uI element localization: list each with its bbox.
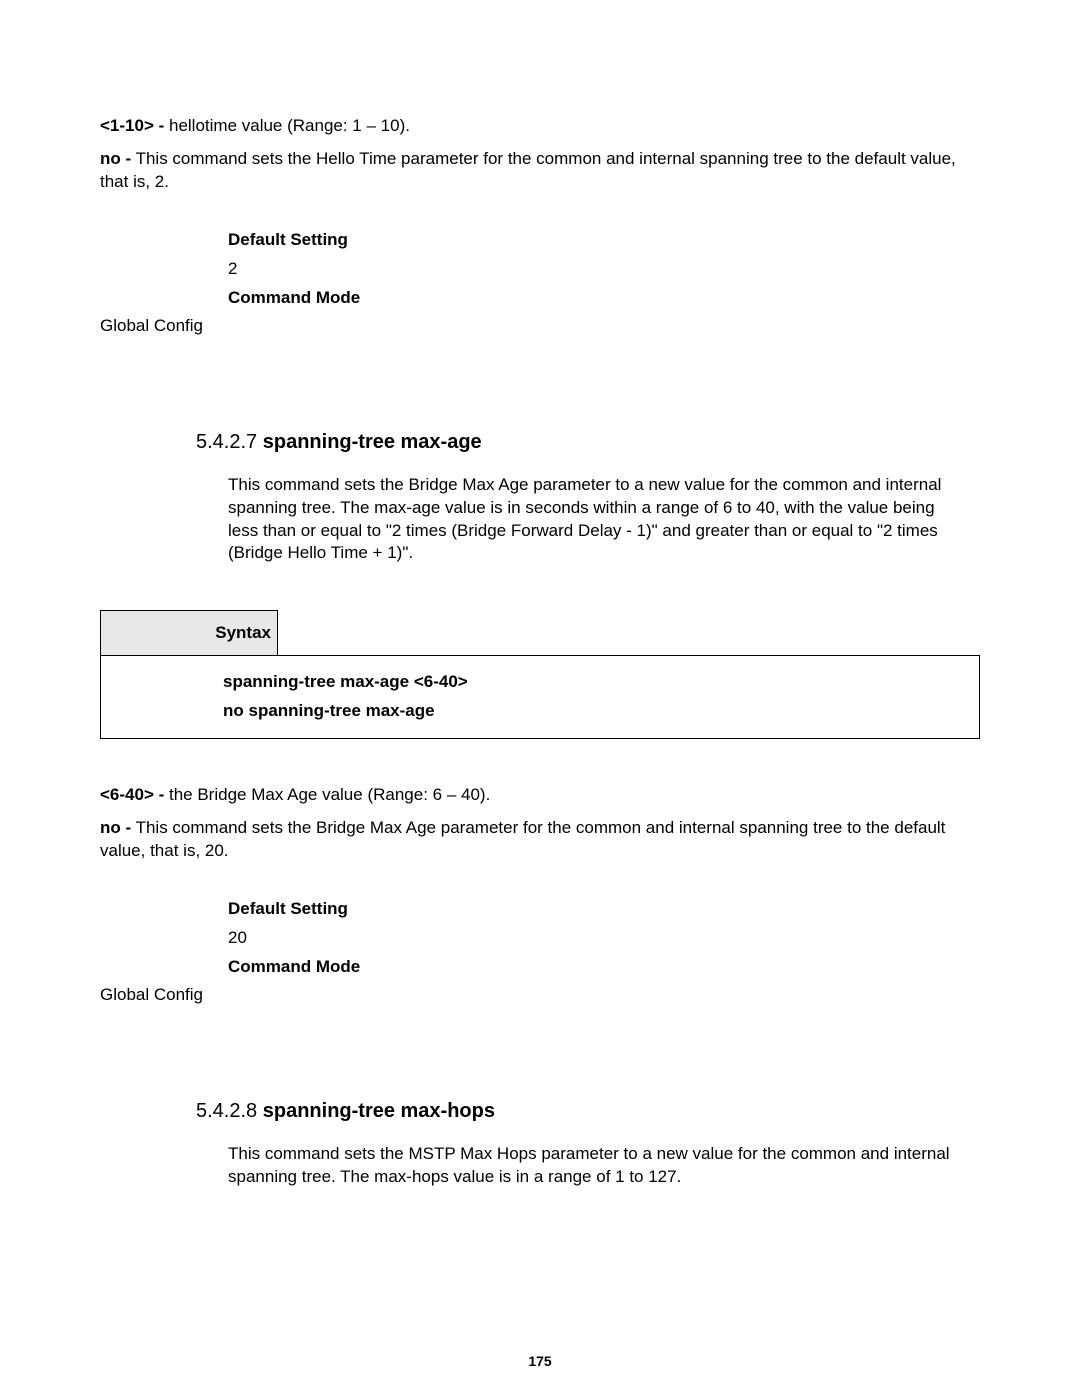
param-line: <6-40> - the Bridge Max Age value (Range… <box>100 784 980 807</box>
section-number: 5.4.2.8 <box>196 1100 257 1122</box>
section-heading: 5.4.2.7 spanning-tree max-age <box>196 431 980 454</box>
section-number: 5.4.2.7 <box>196 431 257 453</box>
section-title: spanning-tree max-hops <box>263 1100 495 1122</box>
no-line: no - This command sets the Bridge Max Ag… <box>100 817 980 863</box>
no-text: This command sets the Hello Time paramet… <box>100 149 956 191</box>
default-setting-value: 20 <box>228 927 980 950</box>
table-row: spanning-tree max-age <6-40> no spanning… <box>101 656 980 739</box>
syntax-line: no spanning-tree max-age <box>223 697 969 726</box>
syntax-label-cell: Syntax <box>101 611 278 656</box>
no-label: no - <box>100 149 131 168</box>
command-mode-value: Global Config <box>100 985 980 1005</box>
command-mode-value: Global Config <box>100 316 980 336</box>
default-setting-label: Default Setting <box>228 229 980 252</box>
section-heading: 5.4.2.8 spanning-tree max-hops <box>196 1100 980 1123</box>
param-text: the Bridge Max Age value (Range: 6 – 40)… <box>164 785 490 804</box>
command-mode-label: Command Mode <box>228 287 980 310</box>
param-label: <6-40> - <box>100 785 164 804</box>
settings-block: Default Setting 20 Command Mode <box>228 898 980 979</box>
no-label: no - <box>100 818 131 837</box>
default-setting-value: 2 <box>228 258 980 281</box>
empty-cell <box>278 611 980 656</box>
page-number: 175 <box>0 1353 1080 1369</box>
settings-block: Default Setting 2 Command Mode <box>228 229 980 310</box>
syntax-line: spanning-tree max-age <6-40> <box>223 668 969 697</box>
no-line: no - This command sets the Hello Time pa… <box>100 148 980 194</box>
section-title: spanning-tree max-age <box>263 431 482 453</box>
document-page: <1-10> - hellotime value (Range: 1 – 10)… <box>0 0 1080 1397</box>
table-row: Syntax <box>101 611 980 656</box>
param-text: hellotime value (Range: 1 – 10). <box>164 116 410 135</box>
command-mode-label: Command Mode <box>228 956 980 979</box>
syntax-body-cell: spanning-tree max-age <6-40> no spanning… <box>101 656 980 739</box>
default-setting-label: Default Setting <box>228 898 980 921</box>
section-description: This command sets the MSTP Max Hops para… <box>228 1143 968 1189</box>
no-text: This command sets the Bridge Max Age par… <box>100 818 945 860</box>
section-description: This command sets the Bridge Max Age par… <box>228 474 968 566</box>
param-label: <1-10> - <box>100 116 164 135</box>
param-line: <1-10> - hellotime value (Range: 1 – 10)… <box>100 115 980 138</box>
syntax-table: Syntax spanning-tree max-age <6-40> no s… <box>100 610 980 739</box>
